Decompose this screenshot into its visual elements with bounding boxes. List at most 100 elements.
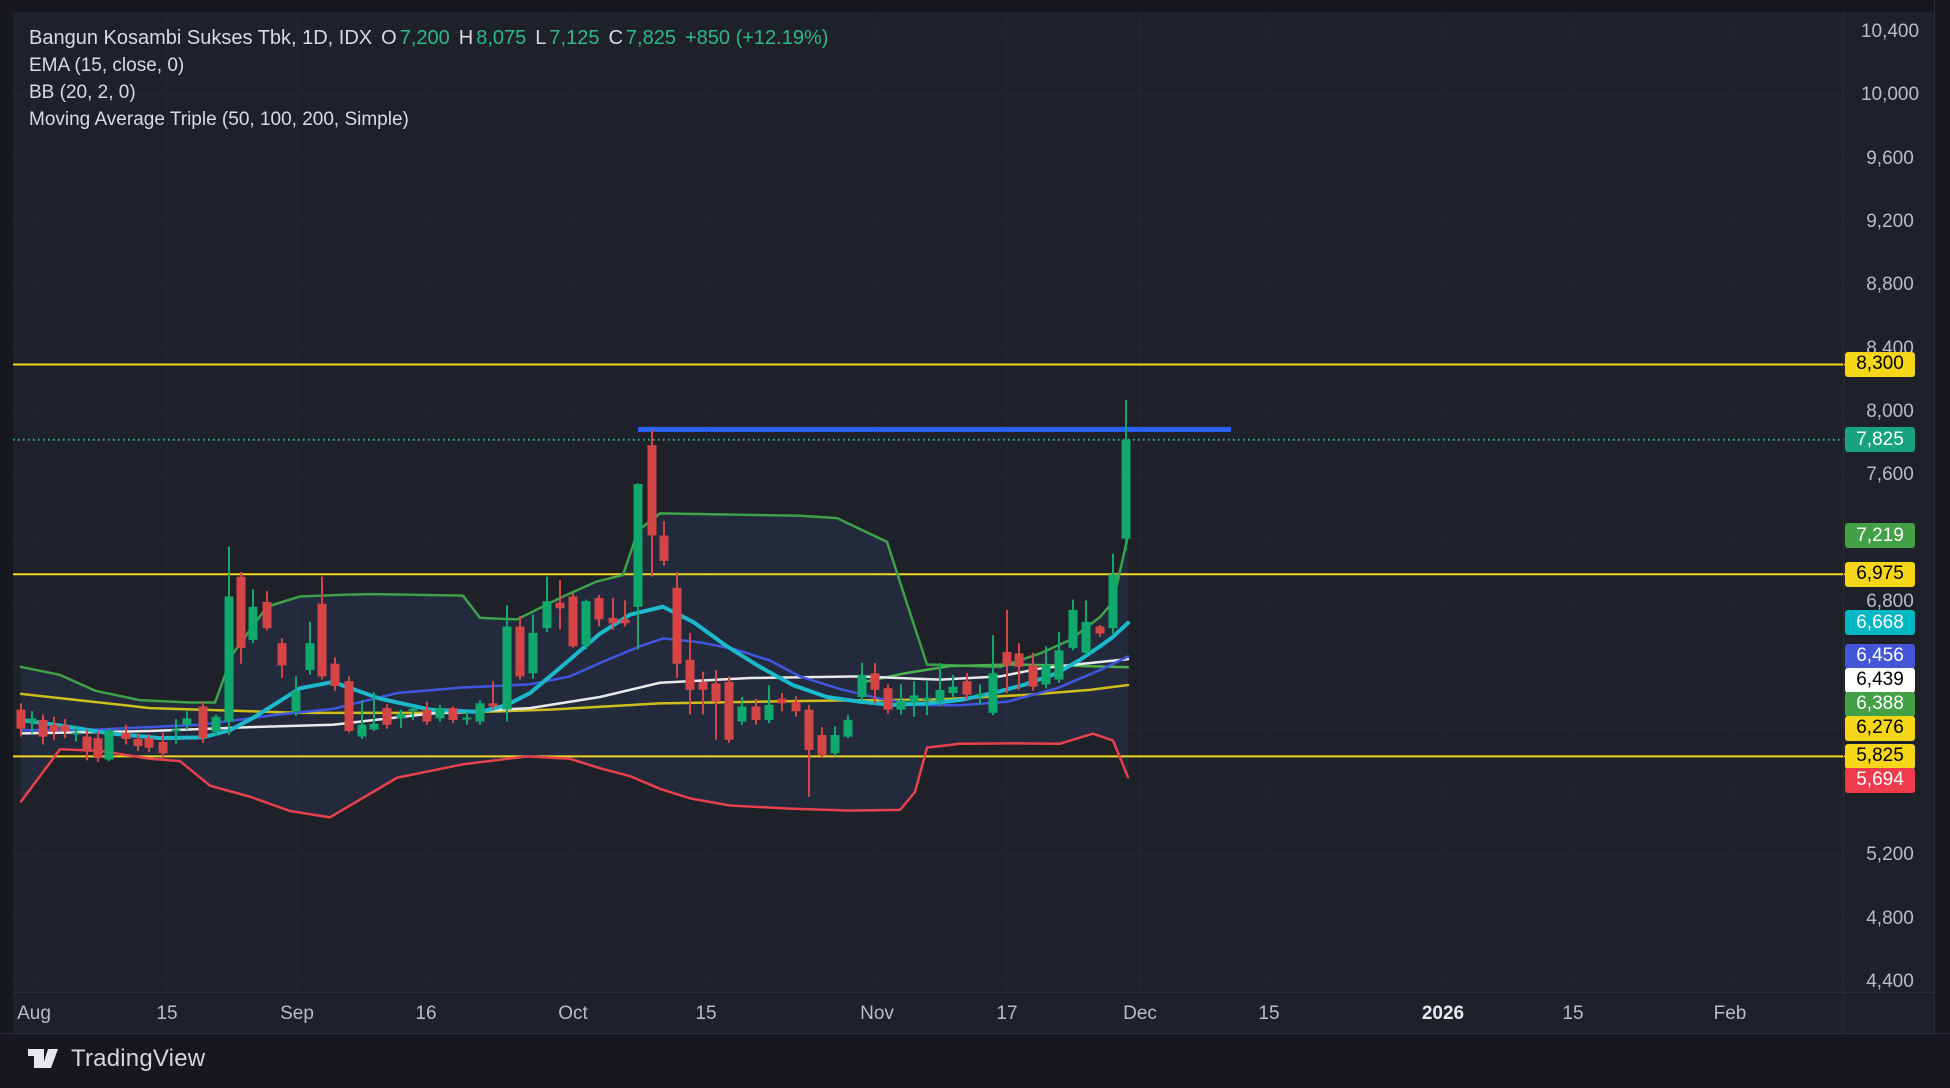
- time-tick-label: Sep: [280, 1003, 314, 1024]
- candle: [751, 698, 761, 725]
- candle: [935, 662, 945, 707]
- candle-body: [962, 681, 972, 695]
- candle-body: [144, 738, 154, 748]
- candle-body: [502, 626, 512, 710]
- candle-body: [791, 701, 801, 712]
- candle-body: [1081, 621, 1091, 653]
- candle: [764, 685, 774, 724]
- candle: [71, 725, 81, 742]
- attribution[interactable]: TradingView: [26, 1044, 205, 1074]
- candle: [737, 696, 747, 725]
- time-tick-label: Feb: [1713, 1003, 1747, 1024]
- symbol-title: Bangun Kosambi Sukses Tbk, 1D, IDX: [29, 27, 373, 49]
- candle-body: [555, 602, 565, 609]
- price-badge: 6,668: [1845, 610, 1915, 636]
- candle-body: [104, 730, 114, 760]
- candle: [988, 635, 998, 716]
- candle-body: [581, 601, 591, 645]
- candle-body: [909, 695, 919, 703]
- candle: [369, 692, 379, 732]
- candle-body: [448, 708, 458, 720]
- candle: [121, 724, 131, 745]
- candle-body: [396, 713, 406, 719]
- candle-body: [27, 718, 37, 723]
- candle-body: [224, 596, 234, 722]
- candle: [16, 703, 26, 737]
- candle: [685, 632, 695, 715]
- price-tick-label: 10,000: [1860, 84, 1920, 106]
- candle-body: [1002, 651, 1012, 666]
- tradingview-label: TradingView: [71, 1045, 206, 1072]
- candle: [791, 696, 801, 717]
- candle-body: [777, 698, 787, 704]
- price-badge: 6,439: [1845, 667, 1915, 693]
- candle-body: [369, 723, 379, 730]
- candle-body: [121, 732, 131, 739]
- indicator-bb[interactable]: BB (20, 2, 0): [29, 81, 136, 103]
- candle-body: [685, 659, 695, 690]
- candle-body: [277, 643, 287, 666]
- candle: [357, 700, 367, 739]
- price-tick-label: 9,200: [1866, 210, 1914, 232]
- candle: [711, 670, 721, 740]
- candle-body: [857, 674, 867, 697]
- candle-body: [1068, 609, 1078, 648]
- candle: [1121, 400, 1131, 551]
- candle-body: [1121, 439, 1131, 539]
- candle-body: [724, 681, 734, 740]
- candle: [724, 676, 734, 743]
- candle: [975, 684, 985, 705]
- candle-body: [988, 673, 998, 713]
- price-badge: 7,219: [1845, 523, 1915, 549]
- candle-body: [435, 708, 445, 719]
- candle: [883, 684, 893, 714]
- candle-body: [1095, 626, 1105, 634]
- time-tick-label: Dec: [1123, 1003, 1157, 1024]
- candle-body: [647, 445, 657, 536]
- candle-body: [382, 708, 392, 725]
- candle-body: [82, 736, 92, 752]
- candle-body: [751, 706, 761, 720]
- candle: [528, 614, 538, 679]
- price-tick-label: 5,200: [1866, 844, 1914, 866]
- candle: [843, 715, 853, 739]
- symbol-legend-row[interactable]: Bangun Kosambi Sukses Tbk, 1D, IDX O 7,20…: [29, 25, 828, 52]
- candle: [408, 706, 418, 720]
- candle: [82, 729, 92, 761]
- candle-body: [568, 596, 578, 647]
- candle-body: [620, 619, 630, 624]
- bb_lower-line: [19, 732, 1130, 819]
- candlestick-series: [16, 400, 1131, 797]
- candle: [909, 681, 919, 717]
- candle: [1095, 624, 1105, 637]
- candle-body: [60, 725, 70, 732]
- candle: [659, 521, 669, 566]
- candle-body: [408, 708, 418, 711]
- price-badge: 6,388: [1845, 691, 1915, 717]
- candle-body: [291, 691, 301, 712]
- candle: [1068, 599, 1078, 651]
- time-tick-label: 15: [156, 1003, 178, 1024]
- candle: [27, 711, 37, 734]
- candle-body: [870, 673, 880, 690]
- candle: [396, 709, 406, 728]
- candle: [896, 684, 906, 715]
- indicator-ema[interactable]: EMA (15, close, 0): [29, 54, 185, 76]
- candle: [857, 662, 867, 701]
- candle: [211, 714, 221, 736]
- candle: [144, 734, 154, 753]
- indicator-ma-triple[interactable]: Moving Average Triple (50, 100, 200, Sim…: [29, 108, 409, 130]
- candle-body: [672, 587, 682, 664]
- candle-body: [594, 598, 604, 620]
- price-tick-label: 10,400: [1860, 21, 1920, 42]
- candle-body: [711, 683, 721, 702]
- candle: [382, 704, 392, 729]
- candle-body: [475, 703, 485, 722]
- candle: [60, 719, 70, 739]
- candle-body: [843, 719, 853, 737]
- candle: [1014, 643, 1024, 690]
- candle-body: [659, 535, 669, 561]
- candle-body: [948, 686, 958, 694]
- ma100-line: [19, 657, 1130, 735]
